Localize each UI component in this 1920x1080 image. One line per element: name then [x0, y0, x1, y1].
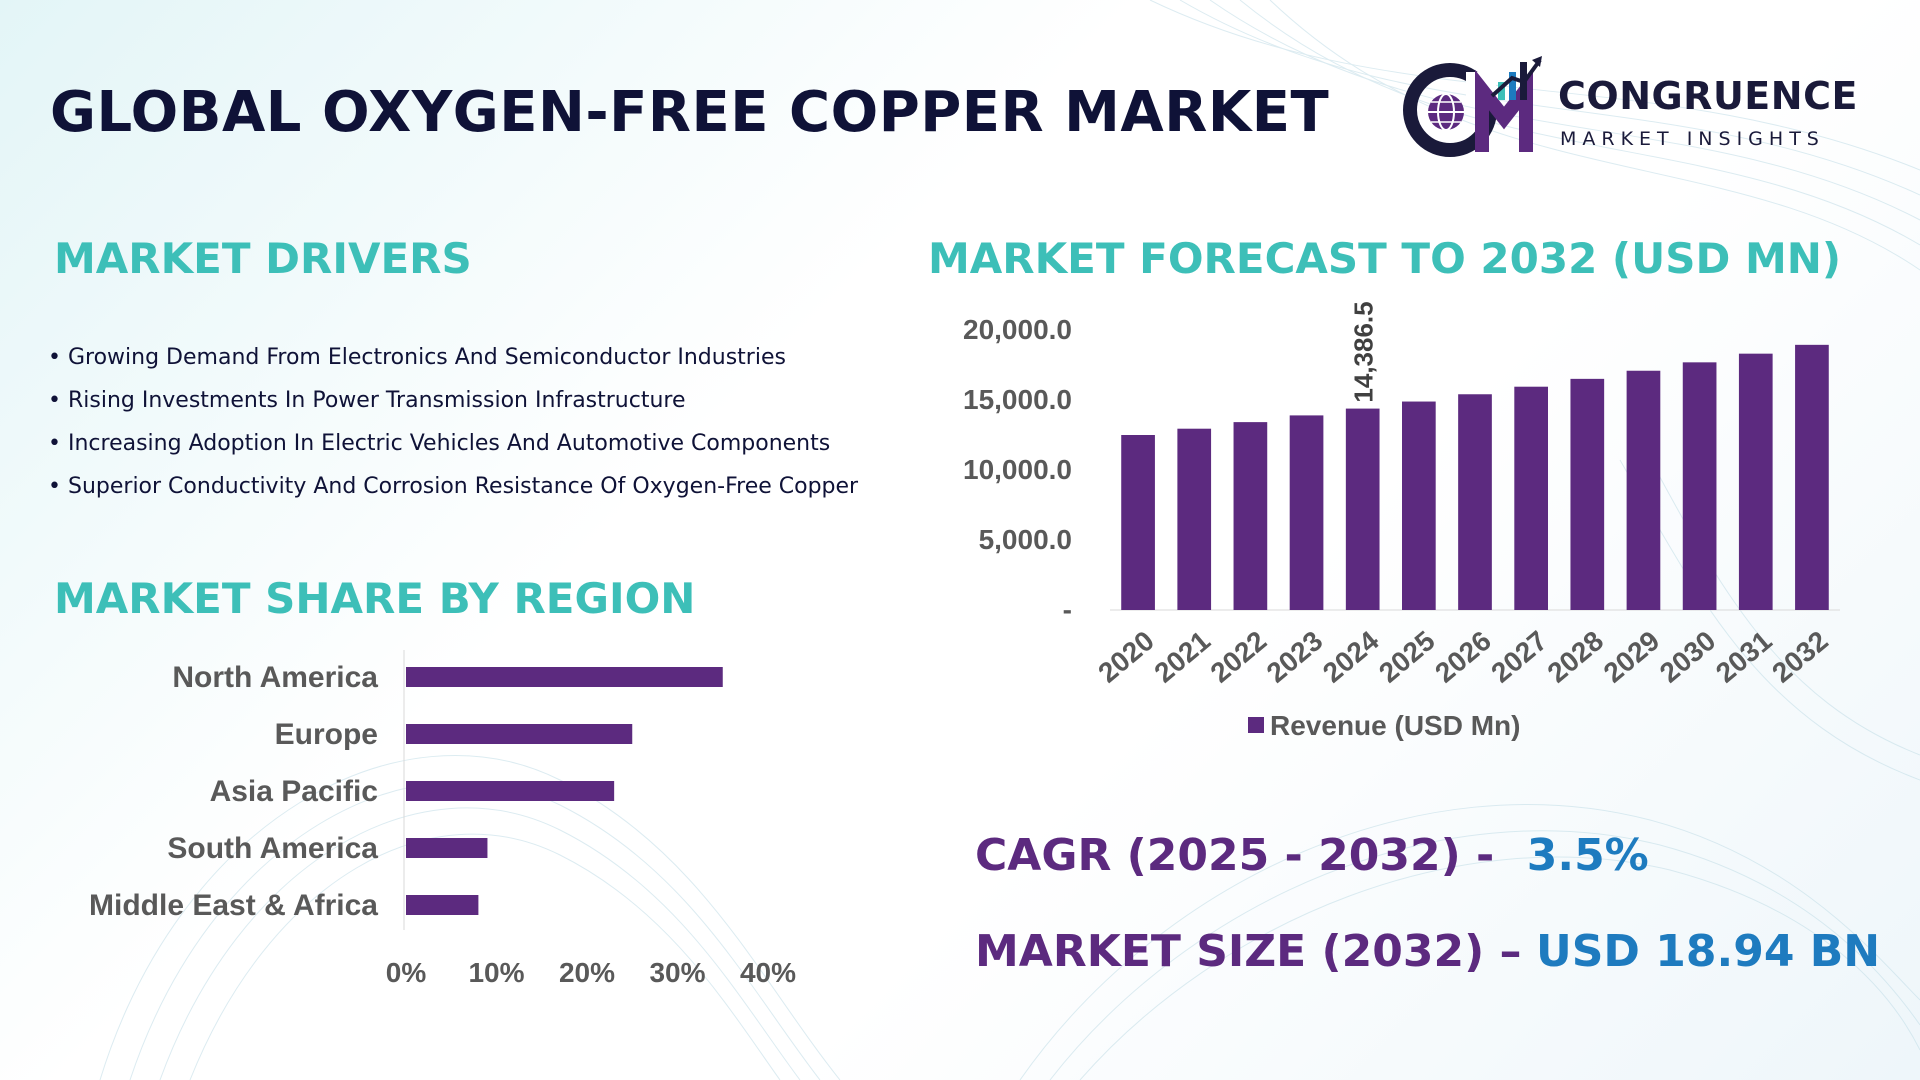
- forecast-bar: [1458, 394, 1492, 610]
- cagr-row: CAGR (2025 - 2032) - 3.5%: [975, 830, 1649, 881]
- page-title: GLOBAL OXYGEN-FREE COPPER MARKET: [50, 80, 1330, 145]
- forecast-bar: [1177, 428, 1212, 610]
- region-label: Asia Pacific: [210, 775, 378, 808]
- x-tick-label: 30%: [649, 957, 705, 988]
- x-tick-label: 40%: [740, 957, 796, 988]
- market-size-label: MARKET SIZE (2032) –: [975, 926, 1522, 977]
- y-tick-label: 10,000.0: [963, 454, 1072, 485]
- x-tick-label: 2028: [1542, 625, 1610, 689]
- cagr-label: CAGR (2025 - 2032) -: [975, 830, 1495, 881]
- region-bar: [406, 895, 479, 915]
- forecast-bar: [1345, 408, 1380, 610]
- forecast-bar: [1233, 422, 1268, 610]
- region-bar: [406, 667, 723, 687]
- region-bar: [406, 781, 615, 801]
- y-tick-label: -: [1063, 594, 1072, 625]
- x-tick-label: 2023: [1261, 625, 1329, 689]
- y-tick-label: 20,000.0: [963, 314, 1072, 345]
- driver-item: Superior Conductivity And Corrosion Resi…: [48, 465, 858, 508]
- market-size-value: USD 18.94 BN: [1536, 926, 1881, 977]
- drivers-list: Growing Demand From Electronics And Semi…: [48, 336, 858, 508]
- legend-label: Revenue (USD Mn): [1270, 710, 1520, 741]
- x-tick-label: 0%: [386, 957, 427, 988]
- region-label: North America: [172, 661, 378, 694]
- y-tick-label: 15,000.0: [963, 384, 1072, 415]
- x-tick-label: 20%: [559, 957, 615, 988]
- brand-logo: CONGRUENCE MARKET INSIGHTS: [1400, 52, 1870, 162]
- driver-item: Growing Demand From Electronics And Semi…: [48, 336, 858, 379]
- x-tick-label: 2032: [1766, 625, 1834, 689]
- x-tick-label: 2021: [1148, 625, 1216, 689]
- region-label: Middle East & Africa: [89, 889, 378, 922]
- x-tick-label: 2027: [1485, 625, 1553, 689]
- data-label: 14,386.5: [1349, 301, 1379, 402]
- forecast-bar-chart: - 5,000.0 10,000.0 15,000.0 20,000.0 20202021…: [963, 301, 1840, 741]
- driver-item: Increasing Adoption In Electric Vehicles…: [48, 422, 858, 465]
- cagr-value: 3.5%: [1526, 830, 1649, 881]
- x-tick-label: 2029: [1598, 625, 1666, 689]
- x-tick-label: 2022: [1205, 625, 1273, 689]
- y-tick-label: 5,000.0: [979, 524, 1072, 555]
- region-label: South America: [167, 832, 378, 865]
- forecast-bar: [1795, 344, 1829, 610]
- forecast-bar: [1626, 370, 1661, 610]
- x-tick-label: 10%: [468, 957, 524, 988]
- forecast-heading: MARKET FORECAST TO 2032 (USD MN): [928, 234, 1842, 283]
- x-tick-label: 2026: [1429, 625, 1497, 689]
- x-tick-label: 2030: [1654, 625, 1722, 689]
- forecast-bar: [1570, 378, 1605, 610]
- x-tick-label: 2020: [1092, 625, 1160, 689]
- region-heading: MARKET SHARE BY REGION: [54, 574, 696, 623]
- x-tick-label: 2025: [1373, 625, 1441, 689]
- cm-globe-chart-logo-icon: [1403, 56, 1542, 157]
- market-size-row: MARKET SIZE (2032) – USD 18.94 BN: [975, 926, 1880, 977]
- forecast-bar: [1514, 386, 1548, 610]
- forecast-bar: [1402, 401, 1436, 610]
- forecast-bar: [1738, 353, 1773, 610]
- region-bar: [406, 838, 488, 858]
- region-label: Europe: [275, 718, 378, 751]
- brand-name: CONGRUENCE: [1558, 74, 1858, 118]
- x-tick-label: 2024: [1317, 625, 1385, 689]
- x-tick-label: 2031: [1710, 625, 1778, 689]
- region-bar: [406, 724, 633, 744]
- forecast-bar: [1121, 435, 1155, 610]
- brand-tagline: MARKET INSIGHTS: [1560, 128, 1825, 150]
- legend-swatch: [1248, 717, 1264, 733]
- forecast-bar: [1289, 415, 1324, 610]
- driver-item: Rising Investments In Power Transmission…: [48, 379, 858, 422]
- forecast-bar: [1682, 362, 1717, 610]
- region-share-bar-chart: North America Europe Asia Pacific South Ame…: [89, 650, 796, 988]
- drivers-heading: MARKET DRIVERS: [54, 234, 472, 283]
